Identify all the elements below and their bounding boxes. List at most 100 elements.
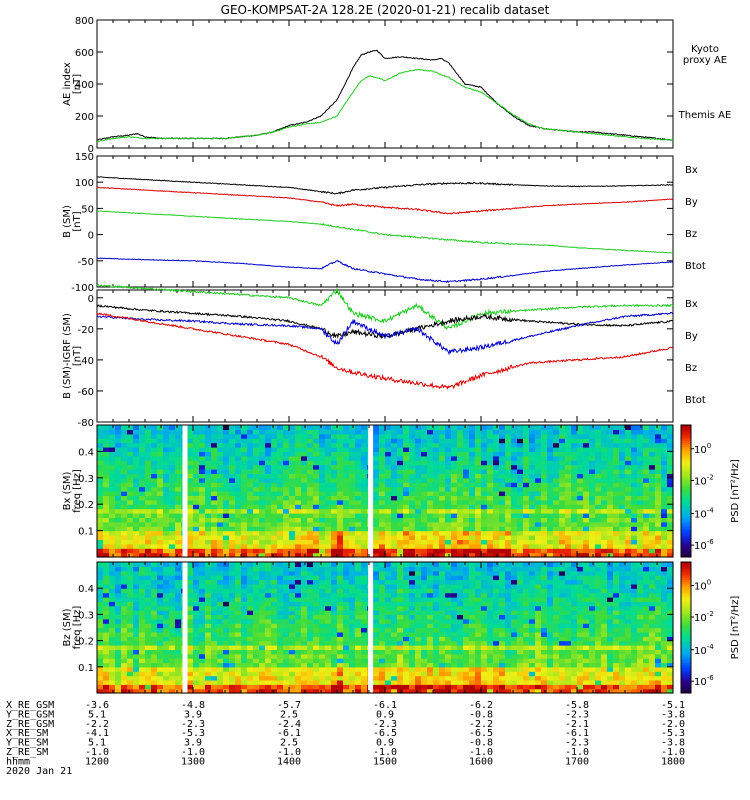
spectrogram-cell — [217, 636, 224, 642]
spectrogram-cell — [169, 583, 176, 589]
spectrogram-cell — [157, 671, 164, 677]
spectrogram-cell — [667, 491, 674, 496]
spectrogram-cell — [253, 579, 260, 585]
spectrogram-cell — [103, 513, 110, 518]
spectrogram-cell — [349, 675, 356, 681]
spectrogram-cell — [373, 592, 380, 598]
spectrogram-cell — [451, 469, 458, 474]
spectrogram-cell — [247, 526, 254, 532]
spectrogram-cell — [421, 442, 428, 448]
spectrogram-cell — [259, 526, 266, 532]
spectrogram-cell — [115, 499, 122, 505]
spectrogram-cell — [265, 688, 272, 694]
spectrogram-cell — [493, 433, 500, 439]
spectrogram-cell — [373, 596, 380, 602]
spectrogram-cell — [319, 653, 326, 659]
spectrogram-cell — [169, 605, 176, 611]
spectrogram-cell — [391, 530, 398, 536]
spectrogram-cell — [211, 543, 218, 549]
spectrogram-cell — [313, 451, 320, 457]
spectrogram-cell — [277, 658, 284, 664]
spectrogram-cell — [253, 442, 260, 448]
spectrogram-cell — [157, 579, 164, 585]
spectrogram-cell — [415, 442, 422, 448]
spectrogram-cell — [577, 530, 584, 536]
spectrogram-cell — [577, 543, 584, 549]
spectrogram-cell — [163, 627, 170, 633]
y-tick-label: 0 — [88, 294, 94, 305]
spectrogram-cell — [241, 486, 248, 492]
spectrogram-cell — [535, 508, 542, 514]
spectrogram-cell — [421, 596, 428, 602]
spectrogram-cell — [439, 543, 446, 549]
spectrogram-cell — [265, 455, 272, 461]
spectrogram-cell — [403, 429, 410, 435]
spectrogram-cell — [229, 513, 236, 518]
spectrogram-cell — [115, 504, 122, 510]
spectrogram-cell — [379, 508, 386, 514]
spectrogram-cell — [385, 477, 392, 483]
spectrogram-cell — [523, 464, 530, 470]
spectrogram-cell — [187, 653, 194, 659]
spectrogram-cell — [277, 530, 284, 536]
spectrogram-cell — [337, 662, 344, 668]
spectrogram-cell — [643, 433, 650, 439]
spectrogram-cell — [145, 482, 152, 488]
spectrogram-cell — [247, 486, 254, 492]
spectrogram-cell — [319, 666, 326, 672]
spectrogram-cell — [127, 592, 134, 598]
spectrogram-cell — [643, 429, 650, 435]
spectrogram-cell — [355, 614, 362, 620]
spectrogram-cell — [121, 526, 128, 532]
spectrogram-cell — [247, 636, 254, 642]
spectrogram-cell — [205, 579, 212, 585]
spectrogram-cell — [253, 438, 260, 444]
spectrogram-cell — [109, 455, 116, 461]
spectrogram-cell — [229, 610, 236, 615]
spectrogram-cell — [661, 460, 668, 466]
spectrogram-cell — [127, 539, 134, 545]
spectrogram-cell — [475, 438, 482, 444]
spectrogram-cell — [157, 526, 164, 532]
spectrogram-cell — [607, 433, 614, 439]
spectrogram-cell — [193, 675, 200, 681]
spectrogram-cell — [139, 482, 146, 488]
spectrogram-cell — [379, 460, 386, 466]
spectrogram-cell — [523, 521, 530, 527]
spectrogram-cell — [121, 675, 128, 681]
spectrogram-cell — [259, 614, 266, 620]
spectrogram-cell — [451, 535, 458, 540]
spectrogram-cell — [109, 658, 116, 664]
spectrogram-cell — [223, 473, 230, 479]
spectrogram-cell — [271, 662, 278, 668]
spectrogram-cell — [145, 460, 152, 466]
spectrogram-cell — [439, 521, 446, 527]
spectrogram-cell — [373, 521, 380, 527]
spectrogram-cell — [355, 579, 362, 585]
spectrogram-cell — [163, 482, 170, 488]
spectrogram-cell — [313, 473, 320, 479]
spectrogram-cell — [199, 605, 206, 611]
spectrogram-cell — [241, 605, 248, 611]
spectrogram-cell — [229, 425, 236, 430]
spectrogram-cell — [559, 499, 566, 505]
spectrogram-cell — [235, 482, 242, 488]
spectrogram-cell — [127, 491, 134, 496]
spectrogram-cell — [319, 566, 326, 572]
spectrogram-cell — [523, 495, 530, 501]
spectrogram-cell — [415, 552, 422, 558]
spectrogram-cell — [121, 610, 128, 615]
spectrogram-cell — [583, 464, 590, 470]
spectrogram-cell — [223, 508, 230, 514]
spectrogram-cell — [163, 504, 170, 510]
spectrogram-cell — [169, 455, 176, 461]
spectrogram-cell — [151, 579, 158, 585]
spectrogram-cell — [337, 504, 344, 510]
spectrogram-cell — [271, 653, 278, 659]
spectrogram-cell — [277, 601, 284, 607]
spectrogram-cell — [205, 539, 212, 545]
spectrogram-cell — [373, 477, 380, 483]
spectrogram-cell — [193, 530, 200, 536]
spectrogram-cell — [325, 575, 332, 581]
spectrogram-cell — [109, 627, 116, 633]
